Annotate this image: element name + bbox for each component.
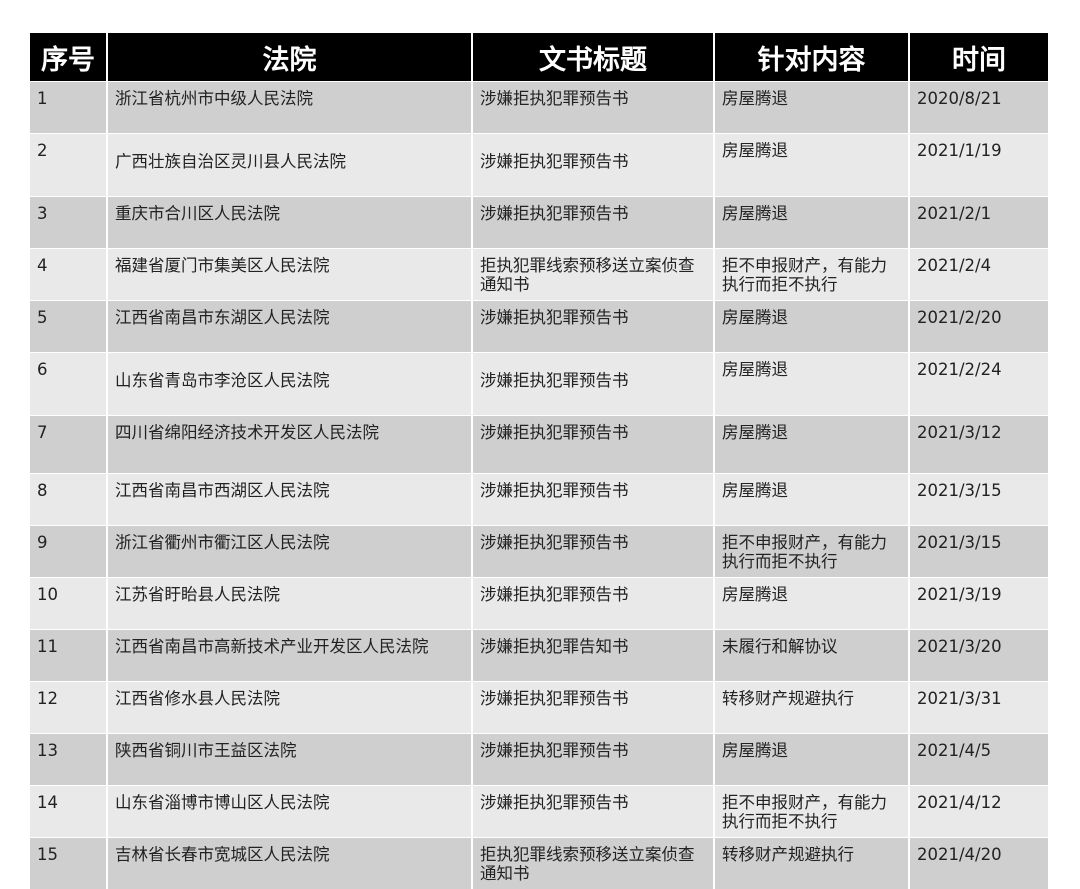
cell-doc-title: 涉嫌拒执犯罪预告书: [472, 416, 714, 474]
cell-index: 13: [30, 734, 107, 786]
cell-target: 拒不申报财产，有能力执行而拒不执行: [714, 249, 909, 301]
cell-date: 2021/1/19: [909, 134, 1048, 197]
cell-index: 9: [30, 526, 107, 578]
cell-court: 重庆市合川区人民法院: [107, 197, 472, 249]
cell-target: 房屋腾退: [714, 301, 909, 353]
cell-court: 山东省淄博市博山区人民法院: [107, 786, 472, 838]
cell-date: 2021/3/15: [909, 474, 1048, 526]
cell-target: 转移财产规避执行: [714, 838, 909, 889]
cell-index: 6: [30, 353, 107, 416]
cell-doc-title: 涉嫌拒执犯罪预告书: [472, 682, 714, 734]
cell-index: 12: [30, 682, 107, 734]
cell-index: 3: [30, 197, 107, 249]
cell-index: 8: [30, 474, 107, 526]
cell-date: 2021/3/31: [909, 682, 1048, 734]
cell-target: 房屋腾退: [714, 82, 909, 134]
cell-doc-title: 涉嫌拒执犯罪告知书: [472, 630, 714, 682]
cell-court: 陕西省铜川市王益区法院: [107, 734, 472, 786]
cell-doc-title: 拒执犯罪线索预移送立案侦查通知书: [472, 838, 714, 889]
cell-date: 2021/4/20: [909, 838, 1048, 889]
cell-target: 房屋腾退: [714, 416, 909, 474]
cell-date: 2021/3/20: [909, 630, 1048, 682]
cell-doc-title: 涉嫌拒执犯罪预告书: [472, 734, 714, 786]
header-court: 法院: [107, 33, 472, 82]
cell-court: 山东省青岛市李沧区人民法院: [107, 353, 472, 416]
header-index: 序号: [30, 33, 107, 82]
header-date: 时间: [909, 33, 1048, 82]
cell-doc-title: 涉嫌拒执犯罪预告书: [472, 134, 714, 197]
cell-date: 2021/4/5: [909, 734, 1048, 786]
cell-index: 14: [30, 786, 107, 838]
cell-target: 转移财产规避执行: [714, 682, 909, 734]
header-row: 序号 法院 文书标题 针对内容 时间: [30, 33, 1048, 82]
cell-doc-title: 涉嫌拒执犯罪预告书: [472, 82, 714, 134]
cell-target: 房屋腾退: [714, 578, 909, 630]
cell-date: 2021/4/12: [909, 786, 1048, 838]
header-target: 针对内容: [714, 33, 909, 82]
cell-court: 江西省修水县人民法院: [107, 682, 472, 734]
cell-index: 2: [30, 134, 107, 197]
cell-target: 未履行和解协议: [714, 630, 909, 682]
cell-doc-title: 涉嫌拒执犯罪预告书: [472, 197, 714, 249]
cell-target: 房屋腾退: [714, 197, 909, 249]
cell-court: 江西省南昌市西湖区人民法院: [107, 474, 472, 526]
cell-target: 房屋腾退: [714, 134, 909, 197]
cell-court: 江苏省盱眙县人民法院: [107, 578, 472, 630]
cell-target: 房屋腾退: [714, 353, 909, 416]
cell-index: 11: [30, 630, 107, 682]
cell-doc-title: 涉嫌拒执犯罪预告书: [472, 301, 714, 353]
cell-date: 2021/2/20: [909, 301, 1048, 353]
cell-date: 2021/2/24: [909, 353, 1048, 416]
cell-doc-title: 拒执犯罪线索预移送立案侦查通知书: [472, 249, 714, 301]
cell-date: 2021/2/1: [909, 197, 1048, 249]
cell-date: 2020/8/21: [909, 82, 1048, 134]
cell-target: 拒不申报财产，有能力执行而拒不执行: [714, 526, 909, 578]
cell-doc-title: 涉嫌拒执犯罪预告书: [472, 526, 714, 578]
cell-doc-title: 涉嫌拒执犯罪预告书: [472, 786, 714, 838]
cell-index: 7: [30, 416, 107, 474]
cell-index: 1: [30, 82, 107, 134]
cell-index: 15: [30, 838, 107, 889]
cell-target: 房屋腾退: [714, 474, 909, 526]
cell-target: 房屋腾退: [714, 734, 909, 786]
cell-court: 四川省绵阳经济技术开发区人民法院: [107, 416, 472, 474]
header-doc-title: 文书标题: [472, 33, 714, 82]
cell-date: 2021/3/12: [909, 416, 1048, 474]
cell-doc-title: 涉嫌拒执犯罪预告书: [472, 474, 714, 526]
cell-target: 拒不申报财产，有能力执行而拒不执行: [714, 786, 909, 838]
cell-date: 2021/3/19: [909, 578, 1048, 630]
cell-court: 江西省南昌市东湖区人民法院: [107, 301, 472, 353]
cell-court: 浙江省衢州市衢江区人民法院: [107, 526, 472, 578]
cell-court: 江西省南昌市高新技术产业开发区人民法院: [107, 630, 472, 682]
cell-court: 浙江省杭州市中级人民法院: [107, 82, 472, 134]
cell-court: 吉林省长春市宽城区人民法院: [107, 838, 472, 889]
cell-doc-title: 涉嫌拒执犯罪预告书: [472, 578, 714, 630]
cell-doc-title: 涉嫌拒执犯罪预告书: [472, 353, 714, 416]
cell-court: 福建省厦门市集美区人民法院: [107, 249, 472, 301]
cell-date: 2021/3/15: [909, 526, 1048, 578]
cell-court: 广西壮族自治区灵川县人民法院: [107, 134, 472, 197]
cell-index: 4: [30, 249, 107, 301]
cell-date: 2021/2/4: [909, 249, 1048, 301]
cell-index: 10: [30, 578, 107, 630]
cell-index: 5: [30, 301, 107, 353]
